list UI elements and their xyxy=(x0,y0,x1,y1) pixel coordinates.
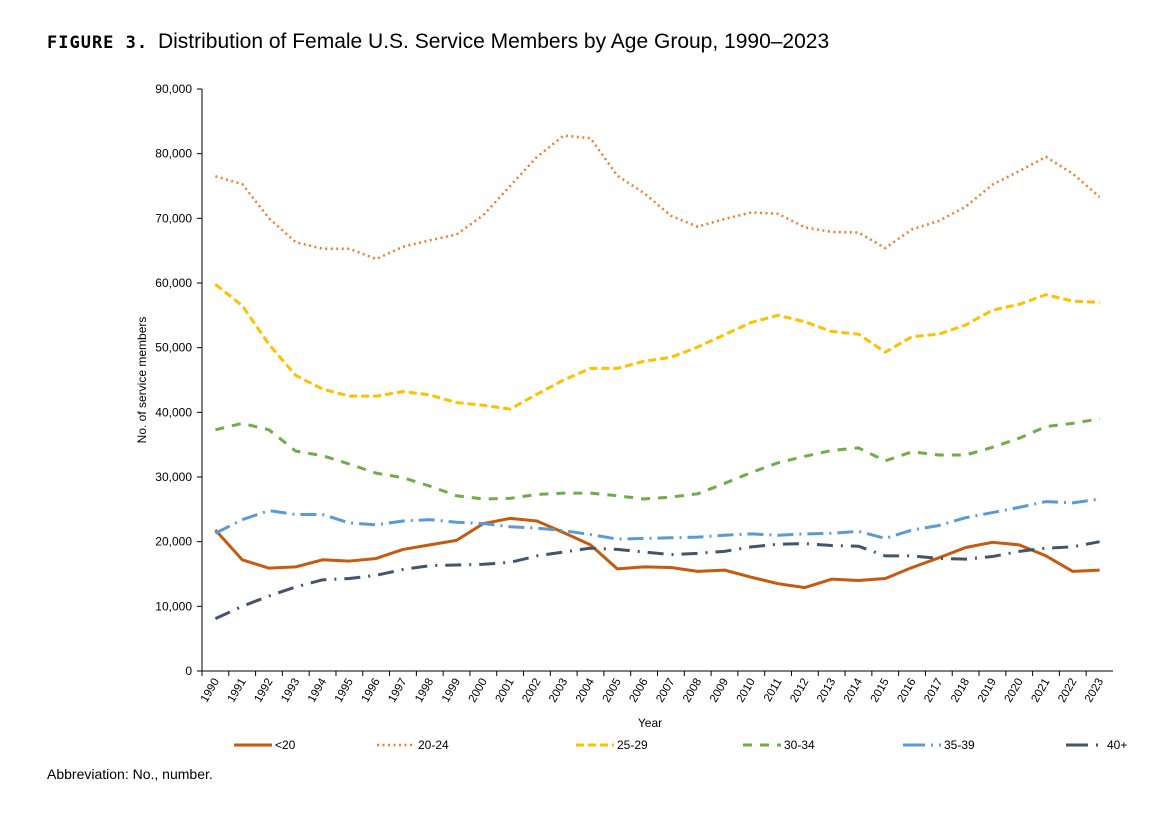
x-tick-label: 1998 xyxy=(413,677,436,705)
x-tick-label: 2011 xyxy=(762,677,785,704)
x-tick-label: 2016 xyxy=(895,677,918,705)
y-tick-label: 80,000 xyxy=(155,147,192,161)
x-tick-label: 1994 xyxy=(306,676,329,705)
series-line-40plus xyxy=(214,540,1100,620)
legend-label: 25-29 xyxy=(617,738,648,752)
x-tick-label: 2005 xyxy=(601,677,624,705)
series-line-2024 xyxy=(215,134,1101,261)
y-tick-label: 90,000 xyxy=(155,82,192,96)
x-tick-label: 1997 xyxy=(386,677,409,705)
x-tick-label: 2019 xyxy=(976,677,999,705)
x-tick-label: 2014 xyxy=(842,676,865,705)
x-tick-label: 2022 xyxy=(1056,677,1079,705)
legend-label: 30-34 xyxy=(784,738,815,752)
x-tick-label: 2010 xyxy=(735,677,758,705)
series-line-3034 xyxy=(215,417,1100,501)
legend-item: 30-34 xyxy=(743,738,815,752)
figure-title: FIGURE 3. Distribution of Female U.S. Se… xyxy=(47,30,829,54)
x-tick-label: 2006 xyxy=(628,677,651,705)
legend-item: 35-39 xyxy=(903,738,975,752)
x-tick-label: 2001 xyxy=(494,677,517,705)
x-tick-label: 2021 xyxy=(1029,677,1052,705)
x-tick-label: 2013 xyxy=(815,677,838,705)
legend-label: 35-39 xyxy=(944,738,975,752)
x-tick-label: 1999 xyxy=(440,677,463,705)
legend-item: <20 xyxy=(234,738,296,752)
y-tick-label: 30,000 xyxy=(155,470,192,484)
legend-label: 40+ xyxy=(1107,738,1127,752)
series-line-3539 xyxy=(214,497,1100,541)
legend-label: 20-24 xyxy=(418,738,449,752)
y-tick-label: 60,000 xyxy=(155,276,192,290)
x-tick-label: 1993 xyxy=(279,677,302,705)
y-tick-label: 10,000 xyxy=(155,599,192,613)
x-axis-title: Year xyxy=(638,716,662,730)
x-tick-label: 2008 xyxy=(681,677,704,705)
x-tick-label: 2003 xyxy=(547,677,570,705)
x-tick-label: 2015 xyxy=(869,677,892,705)
series-line-20 xyxy=(214,516,1100,590)
legend-item: 20-24 xyxy=(377,738,449,752)
series-line-2529 xyxy=(214,283,1100,411)
x-tick-label: 2012 xyxy=(788,677,811,705)
y-tick-label: 50,000 xyxy=(155,341,192,355)
y-tick-label: 70,000 xyxy=(155,211,192,225)
x-tick-label: 1996 xyxy=(360,677,383,705)
chart-title: Distribution of Female U.S. Service Memb… xyxy=(157,30,830,53)
x-tick-label: 2002 xyxy=(520,677,543,705)
x-tick-label: 1992 xyxy=(252,677,275,705)
footnote: Abbreviation: No., number. xyxy=(47,766,213,782)
figure-label: FIGURE 3. xyxy=(47,33,149,53)
x-tick-label: 2004 xyxy=(574,676,597,705)
x-tick-label: 2000 xyxy=(467,677,490,705)
x-tick-label: 2023 xyxy=(1083,677,1106,705)
x-tick-label: 1991 xyxy=(226,677,249,705)
y-tick-label: 0 xyxy=(185,664,192,678)
x-tick-label: 2017 xyxy=(922,677,945,705)
x-tick-label: 2020 xyxy=(1003,677,1026,705)
x-tick-label: 2009 xyxy=(708,677,731,705)
y-tick-label: 40,000 xyxy=(155,405,192,419)
legend-item: 40+ xyxy=(1066,738,1127,752)
legend-item: 25-29 xyxy=(576,738,648,752)
x-tick-label: 1995 xyxy=(333,677,356,705)
y-tick-label: 20,000 xyxy=(155,535,192,549)
x-tick-label: 2018 xyxy=(949,677,972,705)
legend-label: <20 xyxy=(275,738,296,752)
x-tick-label: 2007 xyxy=(654,677,677,705)
x-tick-label: 1990 xyxy=(199,677,222,705)
y-axis-title: No. of service members xyxy=(135,317,149,444)
